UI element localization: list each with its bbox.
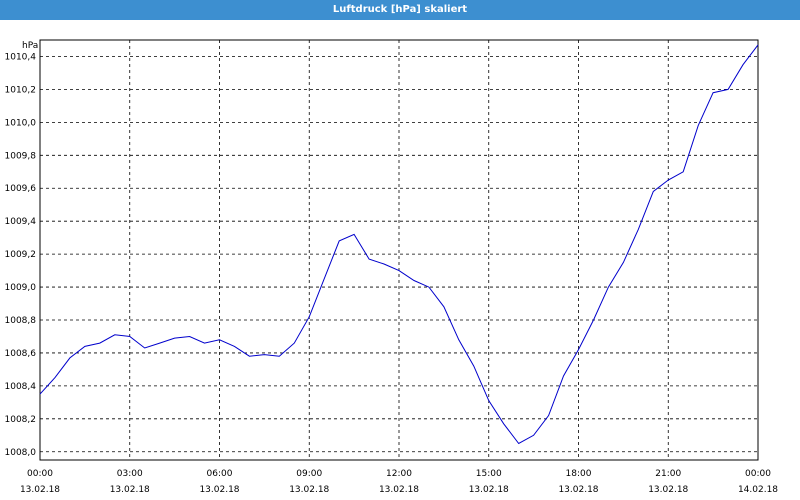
- x-tick-date: 13.02.18: [20, 485, 60, 495]
- y-tick-label: 1010,0: [5, 118, 37, 128]
- x-tick-time: 03:00: [117, 469, 143, 479]
- y-tick-label: 1010,2: [5, 85, 37, 95]
- x-tick-date: 13.02.18: [289, 485, 329, 495]
- series-line: [39, 44, 759, 445]
- x-tick-date: 13.02.18: [110, 485, 150, 495]
- x-tick-date: 13.02.18: [379, 485, 419, 495]
- y-tick-label: 1009,0: [5, 283, 37, 293]
- chart-title: Luftdruck [hPa] skaliert: [0, 0, 800, 20]
- x-tick-date: 13.02.18: [648, 485, 688, 495]
- y-tick-label: 1008,0: [5, 448, 37, 458]
- y-tick-label: 1009,8: [5, 151, 37, 161]
- y-tick-label: 1009,4: [5, 217, 37, 227]
- grid: [40, 40, 758, 460]
- x-tick-date: 13.02.18: [469, 485, 509, 495]
- x-tick-date: 13.02.18: [558, 485, 598, 495]
- y-axis-label: hPa: [22, 41, 38, 51]
- x-ticks: 00:00 13.02.18 03:00 13.02.18 06:00 13.02.18 0…: [20, 469, 778, 495]
- y-tick-label: 1009,6: [5, 184, 37, 194]
- x-tick-time: 00:00: [27, 469, 53, 479]
- x-tick-time: 15:00: [476, 469, 502, 479]
- x-tick-time: 12:00: [386, 469, 412, 479]
- y-tick-label: 1009,2: [5, 250, 37, 260]
- x-tick-time: 00:00: [745, 469, 771, 479]
- y-tick-label: 1008,4: [5, 382, 37, 392]
- y-tick-label: 1008,2: [5, 415, 37, 425]
- y-tick-label: 1010,4: [5, 52, 37, 62]
- x-tick-date: 13.02.18: [199, 485, 239, 495]
- y-ticks: 1008,0 1008,2 1008,4 1008,6 1008,8 1009,0 1009…: [5, 52, 37, 457]
- x-tick-date: 14.02.18: [738, 485, 778, 495]
- x-tick-time: 21:00: [655, 469, 681, 479]
- x-tick-time: 06:00: [207, 469, 233, 479]
- x-tick-time: 18:00: [566, 469, 592, 479]
- y-tick-label: 1008,6: [5, 349, 37, 359]
- plot-area: [39, 39, 759, 461]
- x-tick-time: 09:00: [296, 469, 322, 479]
- y-tick-label: 1008,8: [5, 316, 37, 326]
